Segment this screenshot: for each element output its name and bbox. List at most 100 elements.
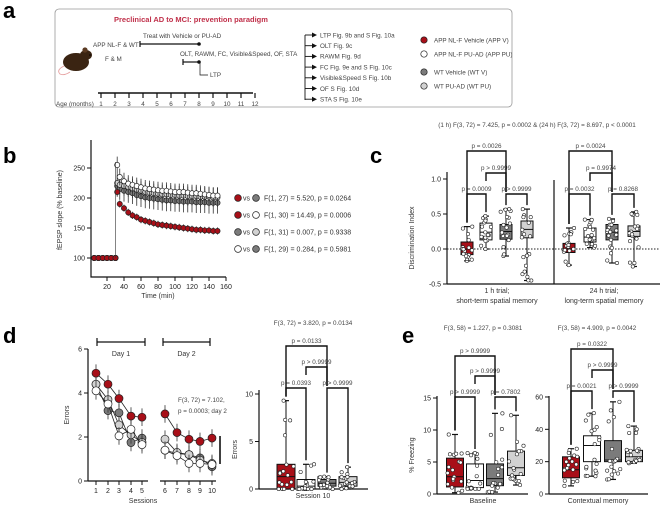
data-point: [607, 216, 612, 221]
x-tick-label: 9: [198, 488, 202, 495]
month-tick-label: 7: [183, 101, 187, 108]
y-tick-label: 0: [249, 487, 253, 494]
data-point: [480, 224, 485, 229]
outcome-list: LTP Fig. 9b and S Fig. 10a OLT Fig. 9c RAW…: [304, 32, 395, 104]
data-point: [575, 479, 580, 484]
y-tick-label: 0: [427, 492, 431, 499]
series-app_pu: [91, 382, 217, 474]
data-point: [214, 228, 221, 234]
y-tick-label: 0.5: [431, 212, 441, 219]
data-point: [290, 486, 295, 491]
x-tick-label: 1: [94, 488, 98, 495]
data-point: [114, 394, 124, 403]
data-point: [309, 486, 314, 491]
data-point: [612, 469, 617, 474]
panel-a: Preclinical AD to MCI: prevention paradi…: [54, 8, 513, 108]
data-point: [284, 482, 289, 487]
y-tick-label: 5: [249, 439, 253, 446]
comparison-stat: F(1, 30) = 14.49, p = 0.0006: [264, 213, 351, 220]
box-app_pu: [582, 217, 598, 250]
data-point: [475, 463, 480, 468]
tests-label: OLT, RAWM, FC, Visible&Speed, OF, STA: [180, 51, 298, 58]
month-tick-label: 11: [238, 101, 245, 108]
y-axis-label: Errors: [64, 405, 71, 425]
data-point: [607, 459, 612, 464]
data-point: [284, 462, 289, 467]
data-point: [483, 214, 488, 219]
data-point: [318, 475, 323, 480]
significance-bracket: p > 0.9999: [502, 186, 532, 206]
series-app_v: [91, 188, 221, 261]
data-point: [615, 471, 620, 476]
p-value-label: p = 0.0026: [472, 143, 502, 150]
data-point: [460, 488, 465, 493]
box-app_v: [562, 446, 580, 488]
data-point: [605, 228, 610, 233]
data-point: [634, 427, 639, 432]
data-point: [499, 465, 504, 470]
data-point: [195, 459, 205, 468]
x-tick-label: 4: [129, 488, 133, 495]
data-point: [571, 467, 576, 472]
data-point: [137, 412, 147, 422]
day-label: Day 1: [112, 351, 130, 358]
data-point: [591, 411, 596, 416]
day-label: Day 2: [177, 351, 195, 358]
data-point: [446, 432, 451, 437]
significance-bracket: p = 0.0024: [568, 143, 613, 224]
data-point: [516, 449, 521, 454]
data-point: [608, 251, 613, 256]
data-point: [485, 232, 490, 237]
data-point: [562, 468, 567, 473]
box-wt_v: [317, 474, 337, 491]
anova-stat: F(3, 58) = 4.909, p = 0.0042: [558, 325, 637, 332]
data-point: [584, 241, 589, 246]
data-point: [445, 471, 450, 476]
data-point: [465, 232, 470, 237]
significance-bracket: p > 0.9999: [454, 348, 496, 431]
y-axis-label: % Freezing: [409, 437, 416, 473]
y-tick-label: 0: [78, 479, 82, 486]
data-point: [291, 464, 296, 469]
data-point: [172, 451, 182, 461]
significance-bracket: p = 0.0026: [466, 143, 507, 223]
y-tick-label: 15: [423, 396, 431, 403]
data-point: [626, 460, 631, 465]
arrow-icon: [312, 43, 317, 49]
data-point: [459, 451, 464, 456]
data-point: [608, 229, 613, 234]
data-point: [447, 452, 452, 457]
data-point: [507, 207, 512, 212]
data-point: [488, 224, 493, 229]
data-point: [526, 220, 531, 225]
box-app_pu: [295, 462, 317, 491]
box-app_v: [276, 398, 296, 491]
data-point: [523, 263, 528, 268]
data-point: [614, 232, 619, 237]
data-point: [588, 224, 593, 229]
significance-bracket: p = 0.8268: [608, 186, 638, 215]
data-point: [628, 453, 633, 458]
data-point: [207, 433, 217, 443]
box-wt_v: [604, 216, 619, 265]
box: [507, 450, 525, 476]
data-point: [592, 442, 597, 447]
data-point: [303, 479, 308, 484]
data-point: [214, 192, 221, 199]
data-point: [582, 217, 587, 222]
data-point: [586, 412, 591, 417]
ltp-label: LTP: [210, 72, 221, 79]
data-point: [566, 243, 571, 248]
data-point: [350, 481, 355, 486]
y-tick-label: 1.0: [431, 177, 441, 184]
p-value-label: p > 0.9999: [588, 362, 618, 369]
data-point: [504, 225, 509, 230]
box-app_pu: [583, 411, 602, 479]
data-point: [593, 243, 598, 248]
data-point: [630, 232, 635, 237]
y-tick-label: 10: [245, 392, 253, 399]
arrow-icon: [312, 32, 317, 38]
data-point: [562, 483, 567, 488]
data-point: [634, 236, 639, 241]
data-point: [446, 465, 451, 470]
